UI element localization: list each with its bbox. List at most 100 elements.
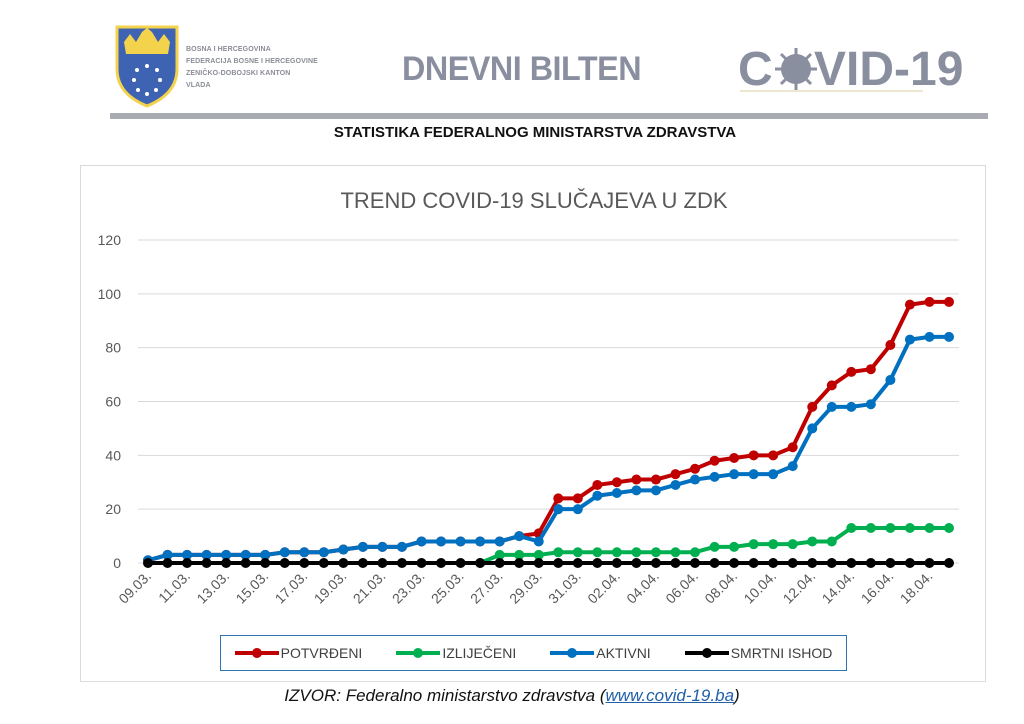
data-point <box>865 523 876 534</box>
x-tick-label: 06.04. <box>662 568 701 607</box>
y-tick-label: 120 <box>98 232 122 248</box>
data-point <box>475 536 486 547</box>
data-point <box>514 558 525 568</box>
data-point <box>709 558 720 568</box>
x-tick-label: 12.04. <box>780 568 819 607</box>
data-point <box>475 558 486 568</box>
data-point <box>768 450 779 461</box>
data-point <box>162 558 173 568</box>
legend-label: IZLIJEČENI <box>442 645 517 661</box>
data-point <box>299 547 310 558</box>
legend-label: AKTIVNI <box>596 645 651 661</box>
y-tick-label: 20 <box>105 501 121 517</box>
x-tick-label: 11.03. <box>155 568 193 606</box>
data-point <box>455 536 466 547</box>
legend-item: AKTIVNI <box>550 645 651 661</box>
data-point <box>904 558 915 568</box>
data-point <box>826 536 837 547</box>
data-point <box>631 485 642 496</box>
source-link[interactable]: www.covid-19.ba <box>605 686 735 705</box>
data-point <box>494 558 505 568</box>
x-tick-label: 10.04. <box>740 568 779 607</box>
legend-item: SMRTNI ISHOD <box>684 645 832 661</box>
data-point <box>318 547 329 558</box>
data-point <box>846 401 857 412</box>
data-point <box>709 455 720 466</box>
data-point <box>885 558 896 568</box>
line-chart: TREND COVID-19 SLUČAJEVA U ZDK 0 20 40 60 80… <box>98 188 959 607</box>
data-point <box>357 558 368 568</box>
data-point <box>377 541 388 552</box>
data-point <box>631 558 642 568</box>
data-point <box>944 331 954 342</box>
data-point <box>455 558 466 568</box>
data-point <box>201 549 212 560</box>
data-point <box>768 539 779 550</box>
data-point <box>885 339 896 350</box>
coat-of-arms-logo <box>115 25 179 108</box>
series-smrtni-ishod <box>143 558 954 568</box>
data-point <box>690 547 701 558</box>
data-point <box>748 469 759 480</box>
data-point <box>670 547 681 558</box>
data-point <box>826 558 837 568</box>
data-point <box>572 558 583 568</box>
data-point <box>807 536 818 547</box>
data-point <box>553 547 564 558</box>
data-point <box>787 461 798 472</box>
data-point <box>670 469 681 480</box>
x-tick-label: 27.03. <box>467 568 506 607</box>
data-point <box>338 558 349 568</box>
data-point <box>592 547 603 558</box>
data-point <box>553 558 564 568</box>
legend-marker-icon <box>550 648 595 658</box>
data-point <box>650 547 661 558</box>
legend-item: IZLIJEČENI <box>396 645 516 661</box>
x-tick-label: 08.04. <box>701 568 740 607</box>
series-izliječeni <box>475 523 954 568</box>
data-point <box>611 477 622 488</box>
y-tick-label: 60 <box>105 394 121 410</box>
virus-icon <box>775 48 817 90</box>
data-point <box>650 485 661 496</box>
y-tick-label: 100 <box>98 286 122 302</box>
x-tick-label: 09.03. <box>115 568 154 607</box>
x-tick-label: 02.04. <box>584 568 623 607</box>
data-point <box>690 463 701 474</box>
data-point <box>260 558 271 568</box>
data-point <box>533 536 544 547</box>
data-point <box>944 296 954 307</box>
org-line-1: BOSNA I HERCEGOVINA <box>186 46 271 53</box>
data-point <box>201 558 212 568</box>
data-point <box>729 453 740 464</box>
source-prefix: IZVOR: Federalno ministarstvo zdravstva … <box>284 686 606 705</box>
data-point <box>924 296 935 307</box>
page-subtitle: STATISTIKA FEDERALNOG MINISTARSTVA ZDRAV… <box>333 124 737 141</box>
data-point <box>885 374 896 385</box>
data-point <box>924 558 935 568</box>
chart-area: TREND COVID-19 SLUČAJEVA U ZDK 0 20 40 60 80… <box>80 165 986 682</box>
data-point <box>221 558 232 568</box>
data-point <box>768 558 779 568</box>
data-point <box>787 442 798 453</box>
x-tick-label: 13.03. <box>193 568 232 607</box>
data-point <box>944 523 954 534</box>
data-point <box>865 364 876 375</box>
header-divider <box>110 113 988 119</box>
x-tick-label: 29.03. <box>506 568 545 607</box>
data-point <box>748 450 759 461</box>
data-point <box>572 504 583 515</box>
legend-marker-icon <box>234 648 279 658</box>
org-line-3: ZENIČKO-DOBOJSKI KANTON <box>186 70 291 77</box>
x-tick-label: 17.03. <box>272 568 311 607</box>
data-point <box>904 334 915 345</box>
data-point <box>533 558 544 568</box>
data-point <box>143 558 153 568</box>
data-point <box>514 549 525 560</box>
footer-divider <box>80 681 985 682</box>
data-point <box>279 558 290 568</box>
x-tick-label: 16.04. <box>858 568 897 607</box>
data-point <box>670 479 681 490</box>
data-point <box>650 474 661 485</box>
data-point <box>377 558 388 568</box>
